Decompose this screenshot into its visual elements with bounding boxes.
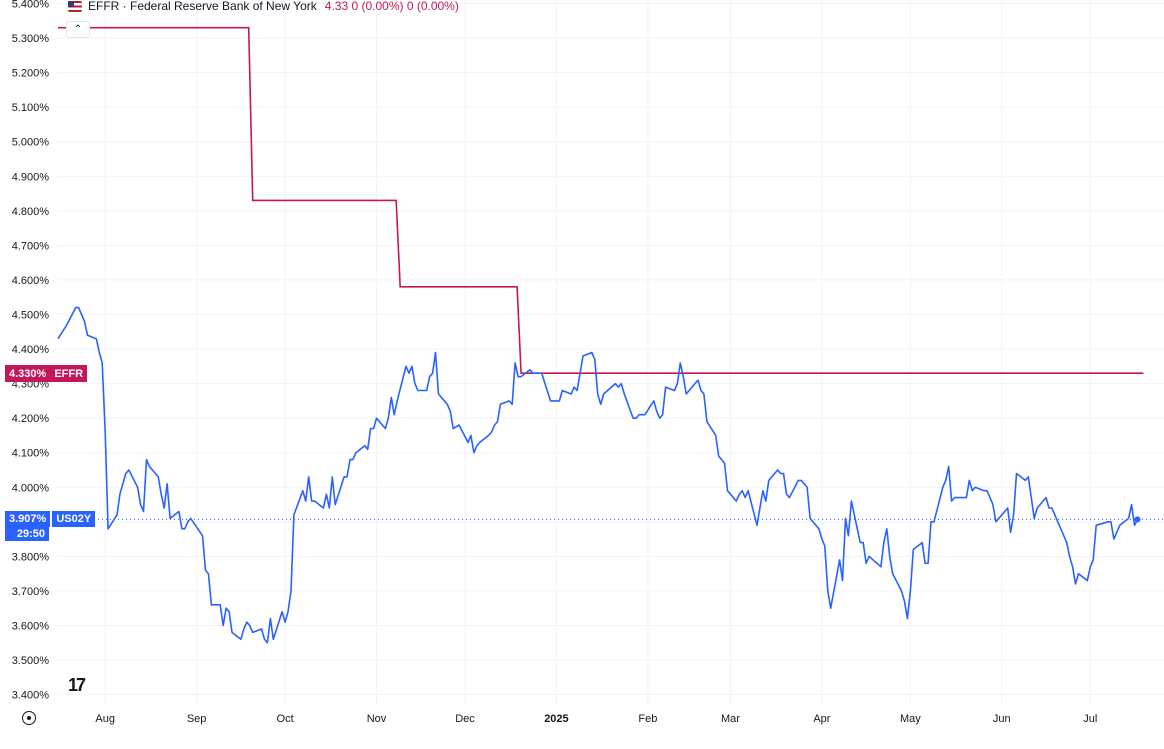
y-tick-label: 4.800% [12,206,50,218]
collapse-legend-button[interactable]: ⌃ [66,21,90,38]
settings-icon[interactable] [22,711,36,725]
x-tick-label: Feb [638,713,657,725]
us02y-tag-value: 3.907% [5,511,51,528]
chart-legend[interactable]: EFFR · Federal Reserve Bank of New York … [68,0,459,15]
y-tick-label: 5.300% [12,33,50,45]
us02y-series-line [57,306,1139,644]
y-tick-label: 4.200% [12,413,50,425]
x-tick-label: Jul [1083,713,1097,725]
y-tick-label: 4.600% [12,275,50,287]
x-tick-label: Sep [187,713,207,725]
y-tick-label: 5.400% [12,0,50,10]
x-tick-label: Nov [367,713,387,725]
effr-tag-symbol: EFFR [54,367,84,380]
legend-series-values: 4.33 0 (0.00%) 0 (0.00%) [324,0,459,13]
y-tick-label: 5.000% [12,137,50,149]
chevron-up-icon: ⌃ [73,24,83,35]
x-axis: Aug Sep Oct Nov Dec 2025 Feb Mar Apr May Jun Jul [95,713,1097,725]
y-tick-label: 3.700% [12,586,50,598]
legend-series-name: EFFR · Federal Reserve Bank of New York [88,0,317,13]
y-axis: 5.400% 5.300% 5.200% 5.100% 5.000% 4.900% 4.80… [12,0,50,702]
effr-price-tag: 4.330% EFFR [5,365,88,383]
us02y-last-point [1134,516,1141,523]
y-tick-label: 4.700% [12,240,50,252]
y-tick-label: 5.100% [12,102,50,114]
chart-series [57,26,1164,644]
y-tick-label: 4.500% [12,309,50,321]
x-tick-label: 2025 [544,713,568,725]
y-tick-label: 4.100% [12,448,50,460]
y-tick-label: 3.600% [12,621,50,633]
effr-series-line [58,26,1144,375]
x-tick-label: Dec [455,713,475,725]
x-tick-label: Oct [277,713,294,725]
us02y-price-tag: 3.907% US02Y 29:50 [5,511,96,542]
us02y-tag-symbol: US02Y [52,511,96,528]
us-flag-icon [68,0,82,12]
chart-grid [58,0,1164,705]
y-tick-label: 4.000% [12,482,50,494]
bar-countdown: 29:50 [5,527,49,542]
x-tick-label: Jun [993,713,1011,725]
x-tick-label: Mar [721,713,740,725]
y-tick-label: 3.800% [12,551,50,563]
y-tick-label: 4.900% [12,171,50,183]
effr-tag-value: 4.330% [9,367,47,380]
y-tick-label: 3.400% [12,690,50,702]
y-tick-label: 4.400% [12,344,50,356]
y-tick-label: 5.200% [12,68,50,80]
y-tick-label: 3.500% [12,655,50,667]
x-tick-label: Aug [95,713,115,725]
x-tick-label: Apr [813,713,830,725]
x-tick-label: May [900,713,921,725]
tradingview-logo[interactable]: 17 [68,675,86,695]
